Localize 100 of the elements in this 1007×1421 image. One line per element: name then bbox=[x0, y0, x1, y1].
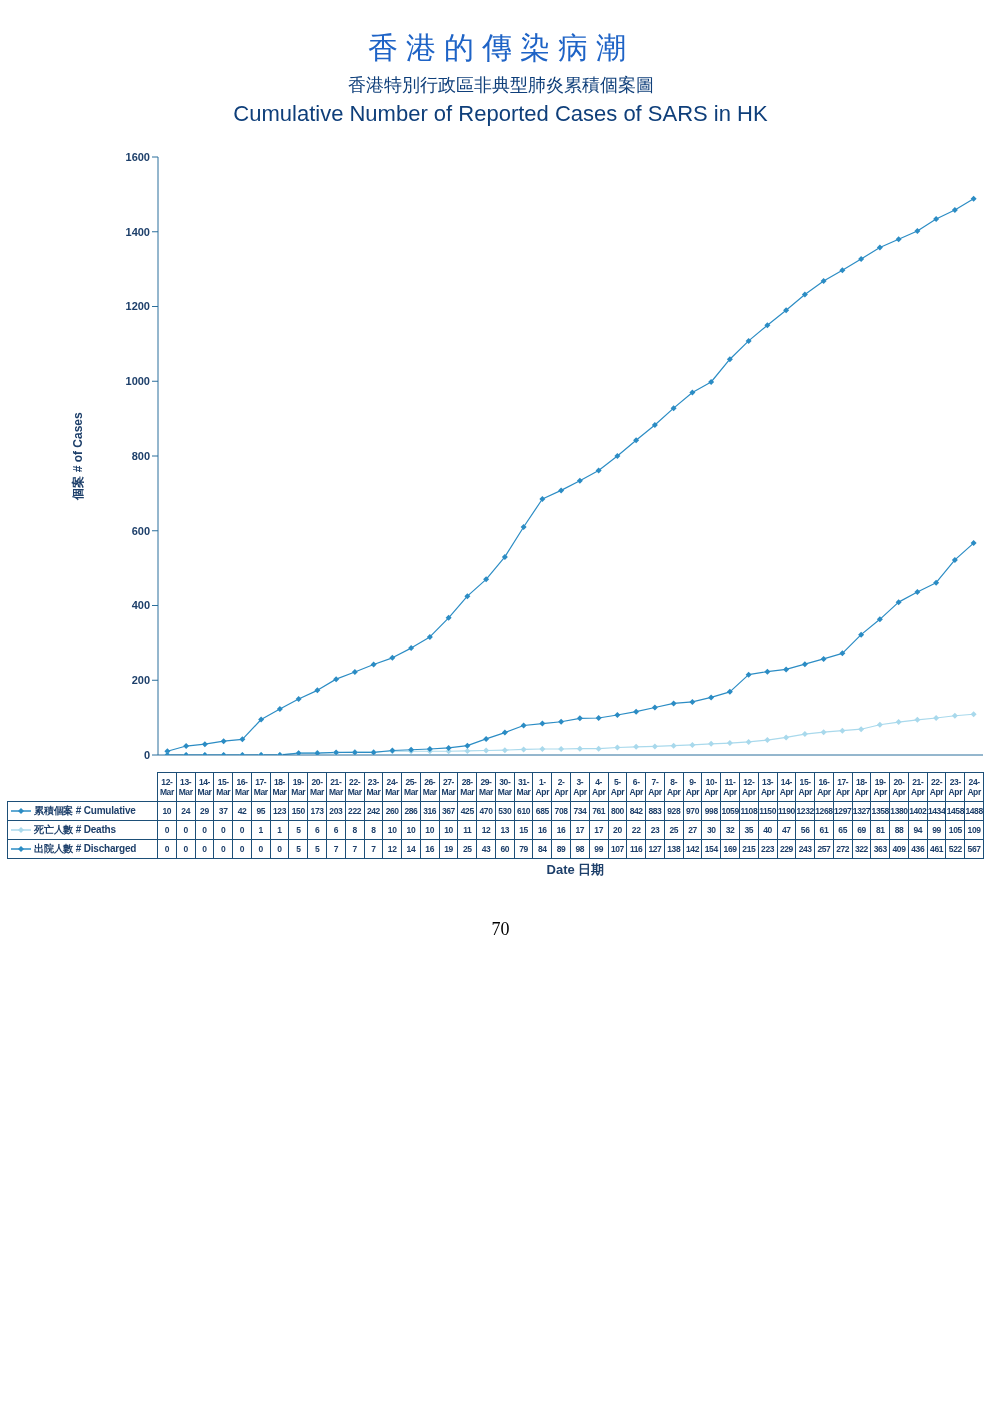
data-label: 17 bbox=[588, 820, 609, 840]
y-tick-label: 800 bbox=[131, 449, 150, 462]
data-label: 6 bbox=[307, 820, 327, 840]
text: 70 bbox=[490, 919, 511, 940]
data-label: 461 bbox=[926, 839, 947, 859]
data-label: 11 bbox=[457, 820, 478, 840]
data-label: 425 bbox=[457, 801, 478, 821]
x-tick-label: 30-Mar bbox=[497, 777, 512, 797]
data-label: 0 bbox=[232, 839, 252, 859]
data-label: 257 bbox=[814, 839, 834, 859]
data-label: 42 bbox=[232, 801, 252, 821]
data-label: 22 bbox=[626, 820, 647, 840]
x-tick-label: 6-Apr bbox=[629, 777, 643, 797]
data-label: 24 bbox=[175, 801, 196, 821]
data-label: 272 bbox=[832, 839, 853, 859]
data-label: 1268 bbox=[814, 801, 834, 821]
data-label: 1297 bbox=[832, 801, 853, 821]
x-axis-title: Date 日期 bbox=[545, 861, 606, 879]
data-label: 84 bbox=[532, 839, 553, 859]
data-label: 928 bbox=[663, 801, 684, 821]
data-label: 734 bbox=[570, 801, 590, 821]
data-label: 69 bbox=[851, 820, 872, 840]
data-label: 0 bbox=[194, 839, 215, 859]
data-label: 8 bbox=[344, 820, 365, 840]
data-label: 7 bbox=[363, 839, 384, 859]
x-tick-label: 13-Mar bbox=[178, 777, 193, 797]
data-label: 25 bbox=[663, 820, 684, 840]
x-tick-label: 7-Apr bbox=[648, 777, 662, 797]
data-label: 10 bbox=[401, 820, 421, 840]
data-label: 107 bbox=[607, 839, 628, 859]
data-label: 0 bbox=[232, 820, 252, 840]
data-label: 43 bbox=[476, 839, 496, 859]
data-label: 169 bbox=[720, 839, 740, 859]
data-label: 32 bbox=[720, 820, 740, 840]
y-tick-label: 1200 bbox=[125, 300, 150, 313]
x-tick-label: 22-Apr bbox=[929, 777, 944, 797]
x-tick-label: 12-Mar bbox=[159, 777, 174, 797]
data-label: 5 bbox=[288, 820, 309, 840]
data-label: 29 bbox=[194, 801, 215, 821]
data-label: 0 bbox=[213, 839, 234, 859]
data-label: 0 bbox=[157, 839, 177, 859]
data-label: 1059 bbox=[720, 801, 740, 821]
data-label: 14 bbox=[401, 839, 421, 859]
data-label: 610 bbox=[513, 801, 534, 821]
x-tick-label: 2-Apr bbox=[554, 777, 568, 797]
data-label: 5 bbox=[307, 839, 327, 859]
data-label: 567 bbox=[964, 839, 984, 859]
x-tick-label: 13-Apr bbox=[760, 777, 775, 797]
x-tick-label: 11-Apr bbox=[723, 777, 737, 797]
data-label: 30 bbox=[701, 820, 722, 840]
data-label: 0 bbox=[250, 839, 271, 859]
data-label: 222 bbox=[344, 801, 365, 821]
data-label: 94 bbox=[907, 820, 928, 840]
data-label: 223 bbox=[757, 839, 778, 859]
data-label: 20 bbox=[607, 820, 628, 840]
data-label: 8 bbox=[363, 820, 384, 840]
data-label: 522 bbox=[945, 839, 966, 859]
data-label: 19 bbox=[438, 839, 459, 859]
data-label: 79 bbox=[513, 839, 534, 859]
data-label: 98 bbox=[570, 839, 590, 859]
data-label: 150 bbox=[288, 801, 309, 821]
legend-label: 累積個案 # Cumulative bbox=[34, 804, 136, 818]
data-label: 316 bbox=[419, 801, 440, 821]
data-label: 0 bbox=[175, 820, 196, 840]
data-label: 25 bbox=[457, 839, 478, 859]
data-label: 1327 bbox=[851, 801, 872, 821]
data-label: 60 bbox=[494, 839, 515, 859]
x-tick-label: 25-Mar bbox=[403, 777, 418, 797]
data-label: 970 bbox=[682, 801, 703, 821]
data-label: 1358 bbox=[870, 801, 891, 821]
x-tick-label: 19-Apr bbox=[873, 777, 887, 797]
data-label: 0 bbox=[213, 820, 234, 840]
data-label: 105 bbox=[945, 820, 966, 840]
x-tick-label: 22-Mar bbox=[347, 777, 362, 797]
data-label: 1 bbox=[269, 820, 290, 840]
x-tick-label: 14-Mar bbox=[197, 777, 212, 797]
data-label: 81 bbox=[870, 820, 891, 840]
data-label: 1402 bbox=[907, 801, 928, 821]
data-label: 88 bbox=[889, 820, 909, 840]
x-tick-label: 23-Mar bbox=[366, 777, 381, 797]
data-label: 61 bbox=[814, 820, 834, 840]
legend-label: 死亡人數 # Deaths bbox=[34, 823, 116, 837]
data-label: 16 bbox=[532, 820, 553, 840]
data-label: 685 bbox=[532, 801, 553, 821]
data-label: 6 bbox=[325, 820, 346, 840]
data-label: 260 bbox=[382, 801, 403, 821]
data-label: 109 bbox=[964, 820, 984, 840]
data-label: 7 bbox=[325, 839, 346, 859]
data-label: 154 bbox=[701, 839, 722, 859]
data-label: 708 bbox=[551, 801, 571, 821]
data-label: 1458 bbox=[945, 801, 966, 821]
x-tick-label: 1-Apr bbox=[535, 777, 550, 797]
y-tick-label: 600 bbox=[131, 524, 150, 537]
data-label: 761 bbox=[588, 801, 609, 821]
y-tick-label: 1600 bbox=[125, 150, 150, 163]
data-label: 215 bbox=[738, 839, 759, 859]
data-label: 95 bbox=[250, 801, 271, 821]
data-label: 89 bbox=[551, 839, 571, 859]
data-label: 1488 bbox=[964, 801, 984, 821]
data-label: 56 bbox=[795, 820, 816, 840]
